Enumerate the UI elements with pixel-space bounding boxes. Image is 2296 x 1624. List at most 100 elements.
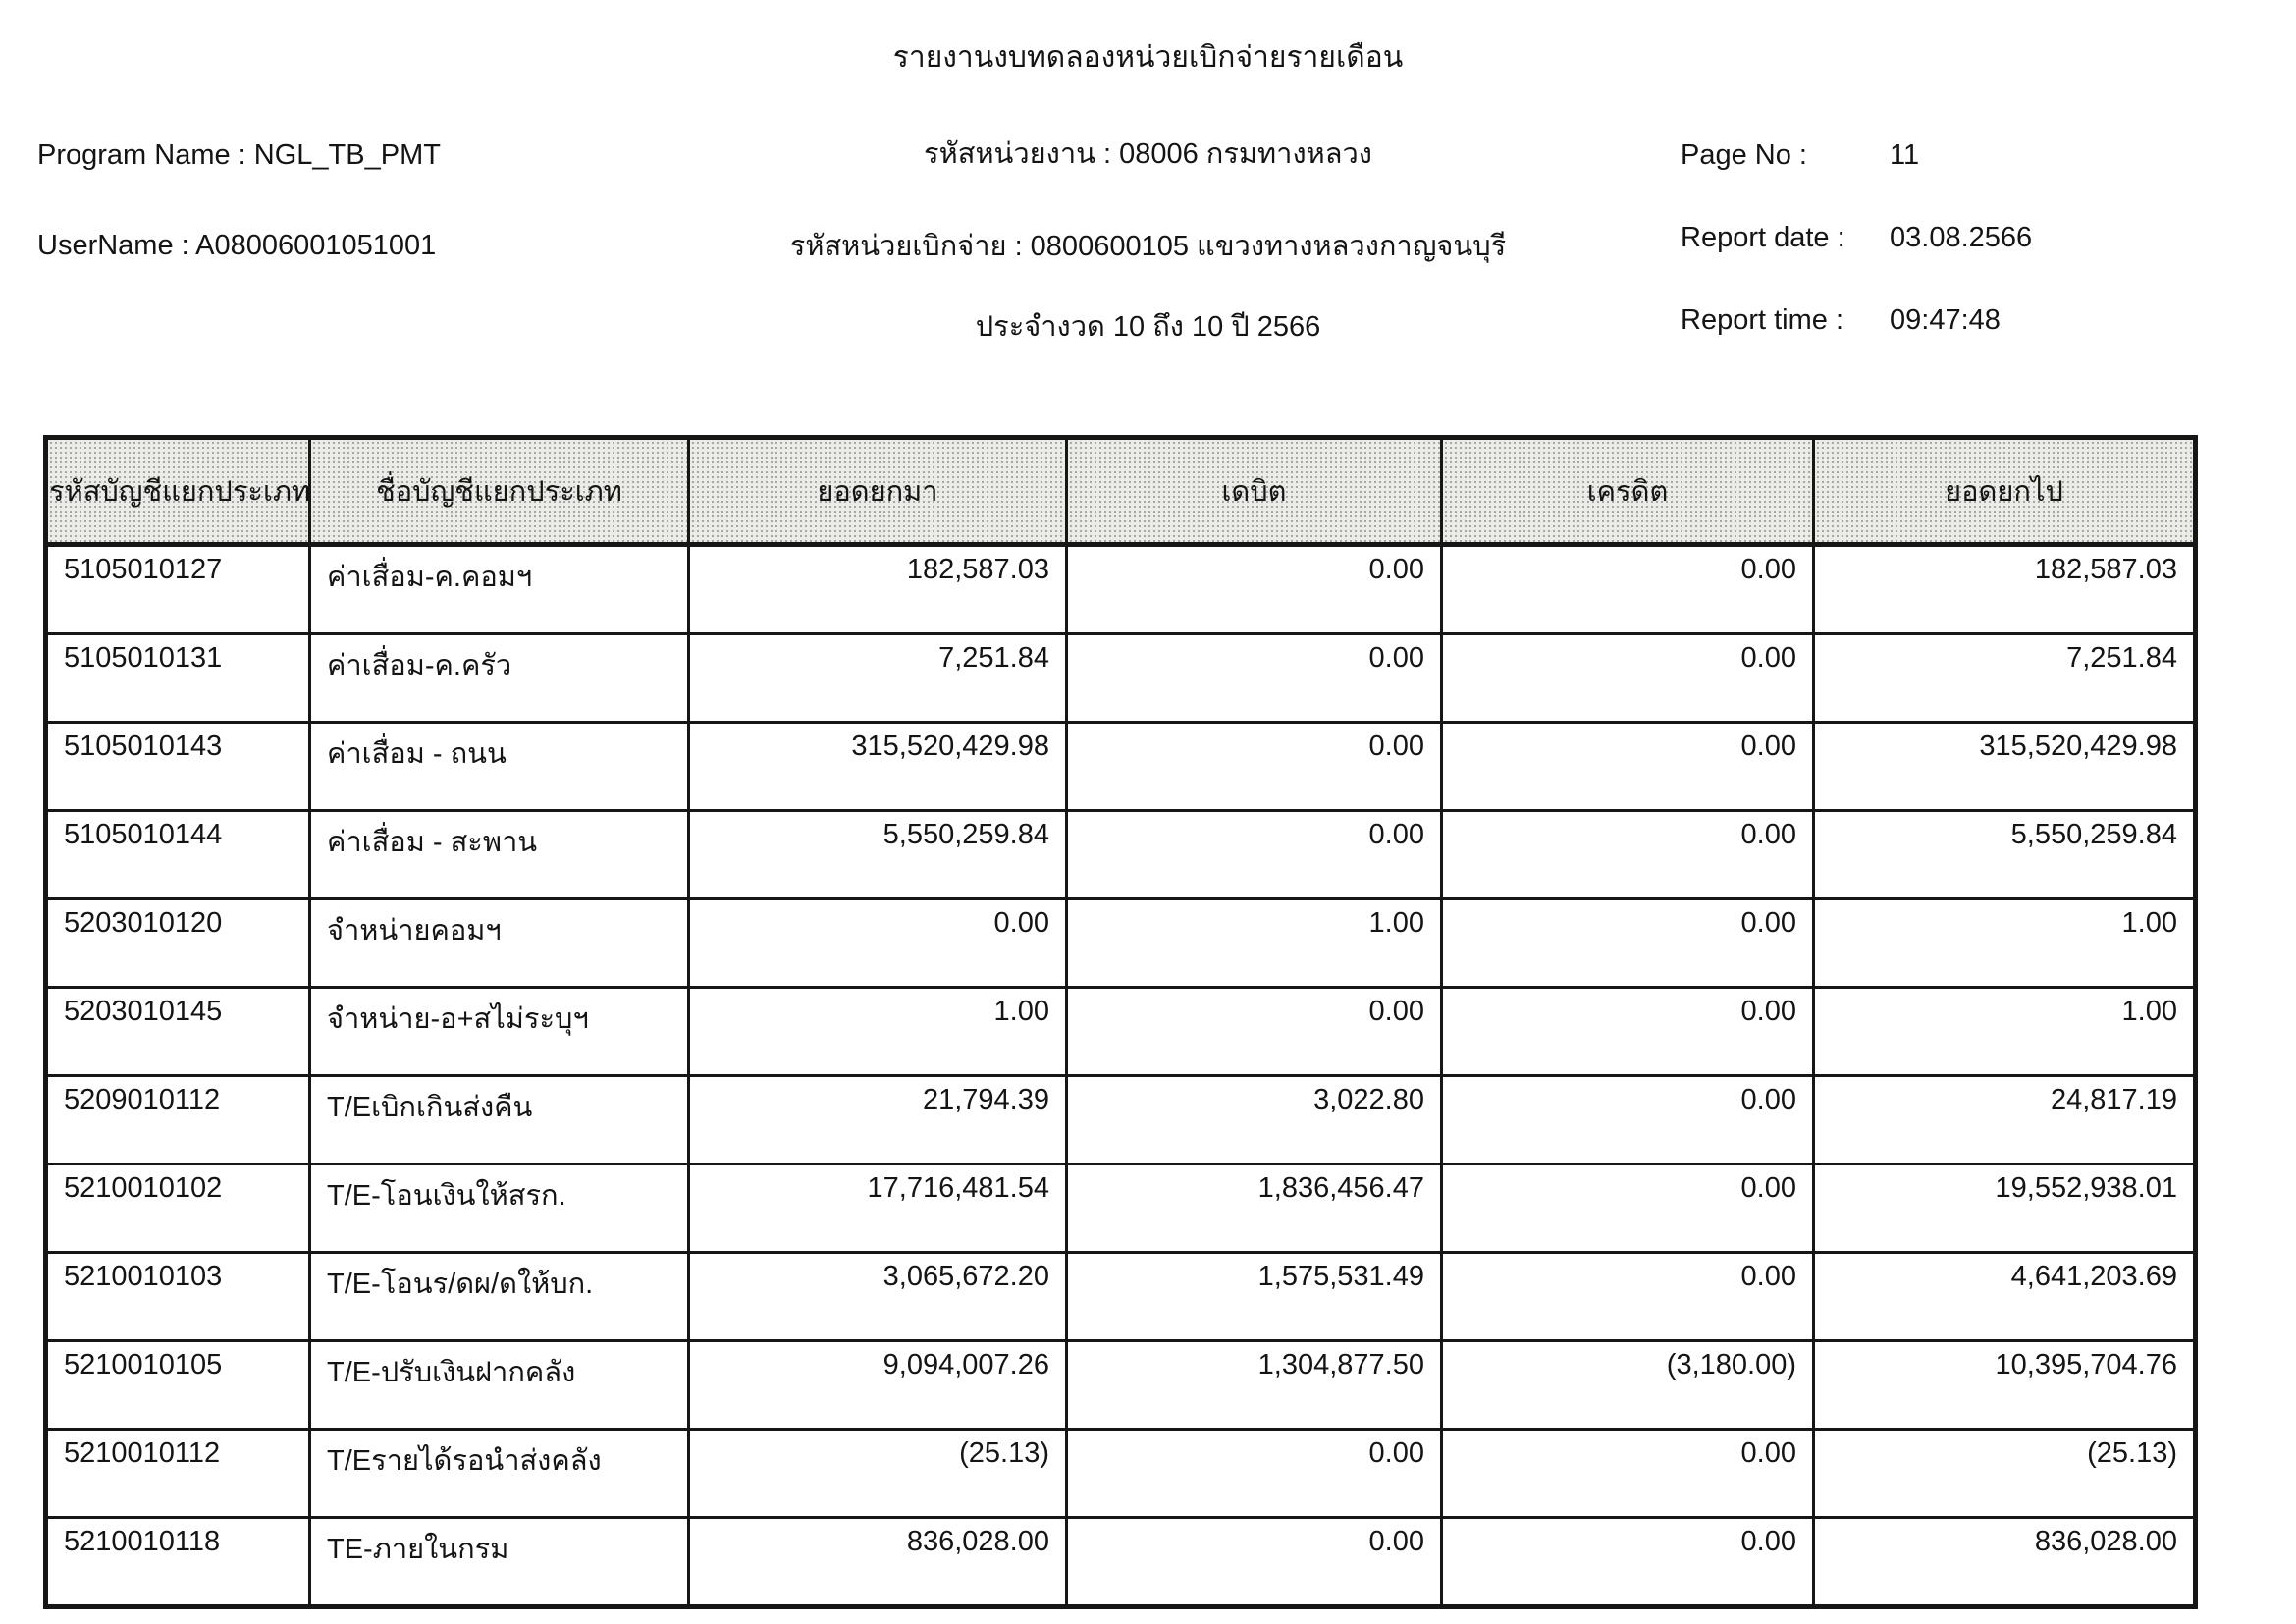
cell-debit: 0.00 bbox=[1065, 543, 1443, 635]
header-left-block: Program Name : NGL_TB_PMT UserName : A08… bbox=[37, 137, 441, 318]
cell-account-name: จำหน่าย-อ+สไม่ระบุฯ bbox=[308, 986, 690, 1077]
cell-balance-carried-forward: 7,251.84 bbox=[1812, 632, 2197, 724]
cell-account-name: ค่าเสื่อม - ถนน bbox=[308, 721, 690, 812]
cell-balance-brought-forward: (25.13) bbox=[687, 1428, 1068, 1519]
cell-balance-carried-forward: 5,550,259.84 bbox=[1812, 809, 2197, 900]
cell-account-name: TE-ภายในกรม bbox=[308, 1516, 690, 1608]
program-name-line: Program Name : NGL_TB_PMT bbox=[37, 137, 441, 173]
disbursing-unit-line: รหัสหน่วยเบิกจ่าย : 0800600105 แขวงทางหล… bbox=[789, 231, 1507, 262]
cell-balance-carried-forward: 315,520,429.98 bbox=[1812, 721, 2197, 812]
table-row: 5105010143 ค่าเสื่อม - ถนน 315,520,429.98 0… bbox=[44, 721, 2197, 812]
cell-debit: 0.00 bbox=[1065, 1428, 1443, 1519]
cell-credit: 0.00 bbox=[1440, 1428, 1815, 1519]
cell-balance-brought-forward: 1.00 bbox=[687, 986, 1068, 1077]
column-header-credit: เครดิต bbox=[1440, 436, 1815, 547]
cell-account-name: ค่าเสื่อม - สะพาน bbox=[308, 809, 690, 900]
report-date-label: Report date : bbox=[1681, 222, 1845, 253]
cell-balance-carried-forward: 1.00 bbox=[1812, 897, 2197, 989]
agency-code-line: รหัสหน่วยงาน : 08006 กรมทางหลวง bbox=[924, 138, 1372, 170]
cell-balance-brought-forward: 836,028.00 bbox=[687, 1516, 1068, 1608]
cell-credit: (3,180.00) bbox=[1440, 1339, 1815, 1431]
column-header-debit: เดบิต bbox=[1065, 436, 1443, 547]
report-time-value: 09:47:48 bbox=[1890, 304, 2001, 336]
table-header: รหัสบัญชีแยกประเภท ชื่อบัญชีแยกประเภท ยอ… bbox=[44, 436, 2197, 547]
cell-account-name: ค่าเสื่อม-ค.คอมฯ bbox=[308, 543, 690, 635]
cell-credit: 0.00 bbox=[1440, 543, 1815, 635]
username-label: UserName : bbox=[37, 230, 189, 261]
cell-account-code: 5105010144 bbox=[44, 809, 311, 900]
cell-account-code: 5203010120 bbox=[44, 897, 311, 989]
cell-balance-carried-forward: 10,395,704.76 bbox=[1812, 1339, 2197, 1431]
program-name-value: NGL_TB_PMT bbox=[253, 139, 441, 171]
column-header-account-name: ชื่อบัญชีแยกประเภท bbox=[308, 436, 690, 547]
cell-balance-carried-forward: 24,817.19 bbox=[1812, 1074, 2197, 1165]
cell-debit: 0.00 bbox=[1065, 1516, 1443, 1608]
cell-balance-carried-forward: 836,028.00 bbox=[1812, 1516, 2197, 1608]
cell-debit: 1,836,456.47 bbox=[1065, 1163, 1443, 1254]
page-no-value: 11 bbox=[1890, 139, 1920, 171]
program-name-label: Program Name : bbox=[37, 139, 246, 171]
column-header-account-code: รหัสบัญชีแยกประเภท bbox=[44, 436, 311, 547]
cell-credit: 0.00 bbox=[1440, 1516, 1815, 1608]
cell-balance-brought-forward: 3,065,672.20 bbox=[687, 1251, 1068, 1342]
cell-credit: 0.00 bbox=[1440, 986, 1815, 1077]
column-header-balance-carried-forward: ยอดยกไป bbox=[1812, 436, 2197, 547]
cell-account-code: 5105010131 bbox=[44, 632, 311, 724]
cell-account-name: T/E-ปรับเงินฝากคลัง bbox=[308, 1339, 690, 1431]
cell-account-code: 5210010118 bbox=[44, 1516, 311, 1608]
cell-debit: 1.00 bbox=[1065, 897, 1443, 989]
cell-account-code: 5209010112 bbox=[44, 1074, 311, 1165]
trial-balance-table: รหัสบัญชีแยกประเภท ชื่อบัญชีแยกประเภท ยอ… bbox=[43, 435, 2198, 1609]
cell-account-name: T/E-โอนร/ดผ/ดให้บก. bbox=[308, 1251, 690, 1342]
table-row: 5210010102 T/E-โอนเงินให้สรก. 17,716,481.5… bbox=[44, 1163, 2197, 1254]
cell-credit: 0.00 bbox=[1440, 1251, 1815, 1342]
cell-balance-brought-forward: 5,550,259.84 bbox=[687, 809, 1068, 900]
table-row: 5209010112 T/Eเบิกเกินส่งคืน 21,794.39 3,02… bbox=[44, 1074, 2197, 1165]
page-no-label: Page No : bbox=[1681, 139, 1807, 171]
report-date-value: 03.08.2566 bbox=[1890, 222, 2033, 253]
cell-credit: 0.00 bbox=[1440, 1163, 1815, 1254]
cell-credit: 0.00 bbox=[1440, 632, 1815, 724]
cell-balance-carried-forward: 19,552,938.01 bbox=[1812, 1163, 2197, 1254]
username-line: UserName : A08006001051001 bbox=[37, 228, 441, 263]
cell-account-name: จำหน่ายคอมฯ bbox=[308, 897, 690, 989]
cell-account-name: ค่าเสื่อม-ค.ครัว bbox=[308, 632, 690, 724]
table-row: 5210010103 T/E-โอนร/ดผ/ดให้บก. 3,065,672.2… bbox=[44, 1251, 2197, 1342]
table-row: 5210010112 T/Eรายได้รอนำส่งคลัง (25.13) 0.0… bbox=[44, 1428, 2197, 1519]
cell-balance-brought-forward: 182,587.03 bbox=[687, 543, 1068, 635]
cell-credit: 0.00 bbox=[1440, 897, 1815, 989]
cell-account-name: T/Eเบิกเกินส่งคืน bbox=[308, 1074, 690, 1165]
header-right-block: Page No : 11 Report date : 03.08.2566 Re… bbox=[1681, 137, 2032, 338]
cell-account-code: 5210010102 bbox=[44, 1163, 311, 1254]
cell-balance-carried-forward: (25.13) bbox=[1812, 1428, 2197, 1519]
table-body: 5105010127 ค่าเสื่อม-ค.คอมฯ 182,587.03 0.00… bbox=[44, 543, 2197, 1608]
cell-balance-brought-forward: 0.00 bbox=[687, 897, 1068, 989]
cell-account-name: T/Eรายได้รอนำส่งคลัง bbox=[308, 1428, 690, 1519]
column-header-balance-brought-forward: ยอดยกมา bbox=[687, 436, 1068, 547]
username-value: A08006001051001 bbox=[195, 230, 437, 261]
table-header-row: รหัสบัญชีแยกประเภท ชื่อบัญชีแยกประเภท ยอ… bbox=[44, 436, 2197, 547]
cell-balance-carried-forward: 182,587.03 bbox=[1812, 543, 2197, 635]
cell-account-code: 5210010112 bbox=[44, 1428, 311, 1519]
cell-credit: 0.00 bbox=[1440, 721, 1815, 812]
table-row: 5203010120 จำหน่ายคอมฯ 0.00 1.00 0.00 1.00 bbox=[44, 897, 2197, 989]
cell-debit: 0.00 bbox=[1065, 632, 1443, 724]
cell-account-code: 5210010103 bbox=[44, 1251, 311, 1342]
cell-account-code: 5210010105 bbox=[44, 1339, 311, 1431]
cell-balance-brought-forward: 315,520,429.98 bbox=[687, 721, 1068, 812]
cell-credit: 0.00 bbox=[1440, 809, 1815, 900]
cell-debit: 0.00 bbox=[1065, 809, 1443, 900]
cell-balance-brought-forward: 17,716,481.54 bbox=[687, 1163, 1068, 1254]
cell-debit: 1,304,877.50 bbox=[1065, 1339, 1443, 1431]
report-title: รายงานงบทดลองหน่วยเบิกจ่ายรายเดือน bbox=[892, 41, 1404, 74]
table-row: 5203010145 จำหน่าย-อ+สไม่ระบุฯ 1.00 0.00 0.0… bbox=[44, 986, 2197, 1077]
cell-balance-brought-forward: 7,251.84 bbox=[687, 632, 1068, 724]
header-center-block: รายงานงบทดลองหน่วยเบิกจ่ายรายเดือน รหัสห… bbox=[609, 39, 1688, 346]
cell-account-name: T/E-โอนเงินให้สรก. bbox=[308, 1163, 690, 1254]
table-row: 5105010127 ค่าเสื่อม-ค.คอมฯ 182,587.03 0.00… bbox=[44, 543, 2197, 635]
report-time-label: Report time : bbox=[1681, 304, 1843, 336]
cell-account-code: 5105010143 bbox=[44, 721, 311, 812]
cell-debit: 0.00 bbox=[1065, 986, 1443, 1077]
table-row: 5210010118 TE-ภายในกรม 836,028.00 0.00 0.00 8… bbox=[44, 1516, 2197, 1608]
